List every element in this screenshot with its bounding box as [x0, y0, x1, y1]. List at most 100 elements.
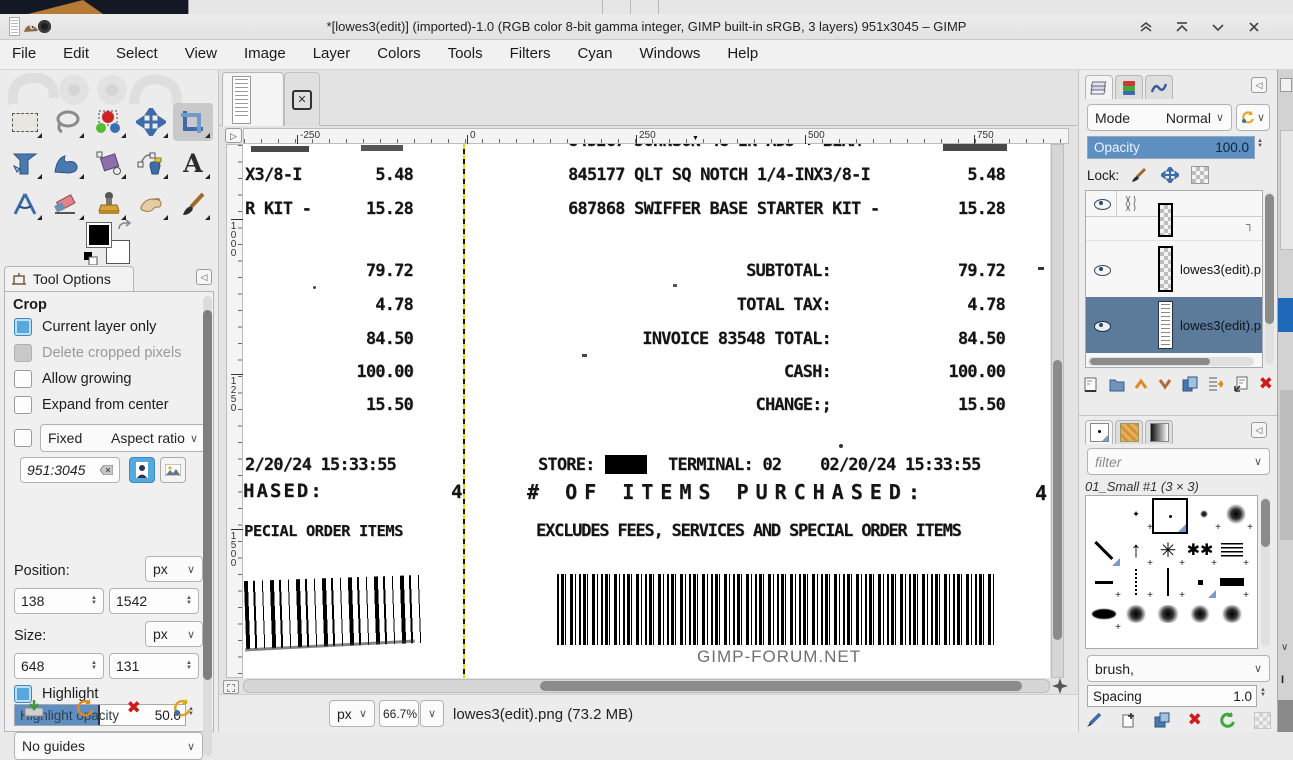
save-tool-preset-button[interactable] [24, 698, 44, 718]
anchor-layer-button[interactable] [1233, 376, 1249, 392]
lock-alpha-icon[interactable] [1191, 166, 1210, 184]
brushes-dock-collapse-button[interactable]: ◁ [1251, 422, 1267, 438]
brush-item[interactable] [1152, 598, 1184, 630]
vertical-ruler[interactable]: 1000 1250 1500 [226, 144, 244, 678]
shade-window-button[interactable] [1135, 17, 1157, 37]
canvas-vertical-scrollbar[interactable] [1051, 144, 1064, 678]
menu-view[interactable]: View [184, 45, 217, 62]
menu-windows[interactable]: Windows [639, 45, 701, 62]
select-by-color-tool-icon[interactable] [89, 103, 129, 141]
menu-tools[interactable]: Tools [447, 45, 483, 62]
default-colors-icon[interactable] [84, 252, 98, 265]
delete-tool-preset-button[interactable]: ✖ [126, 698, 141, 718]
move-tool-icon[interactable] [131, 103, 171, 141]
menu-cyan[interactable]: Cyan [577, 45, 613, 62]
horizontal-ruler[interactable]: -250 0 250 500 750 ▼ [243, 128, 1069, 145]
channels-tab[interactable] [1115, 75, 1143, 99]
lower-layer-button[interactable] [1158, 378, 1172, 390]
text-tool-icon[interactable]: A [173, 144, 213, 182]
layer-name[interactable]: lowes3(edit).p [1180, 262, 1261, 277]
brush-item[interactable] [1088, 498, 1120, 530]
menu-edit[interactable]: Edit [63, 45, 90, 62]
foreground-color-swatch[interactable] [86, 222, 112, 248]
paths-tool-icon[interactable] [131, 144, 171, 182]
statusbar-zoom-dropdown[interactable]: ∨ [420, 700, 444, 727]
size-height-input[interactable]: 131 ▲ ▼ [109, 653, 199, 679]
layer-opacity-spinner[interactable]: ▲ ▼ [1257, 138, 1263, 149]
guides-dropdown[interactable]: No guides ∨ [14, 732, 203, 760]
delete-brush-button[interactable]: ✖ [1187, 710, 1202, 730]
brush-item[interactable] [1220, 498, 1253, 533]
merge-layer-button[interactable] [1207, 376, 1224, 392]
fixed-mode-dropdown[interactable]: Fixed Aspect ratio ∨ [40, 424, 206, 452]
menu-file[interactable]: File [12, 45, 37, 62]
edit-brush-button[interactable] [1085, 712, 1103, 728]
brush-item[interactable] [1152, 566, 1185, 601]
clone-tool-icon[interactable] [89, 185, 129, 223]
new-brush-button[interactable] [1121, 712, 1137, 728]
crop-tool-icon[interactable] [173, 103, 213, 141]
landscape-orientation-button[interactable] [160, 457, 186, 483]
swap-colors-icon[interactable] [116, 219, 132, 233]
warp-transform-tool-icon[interactable] [47, 144, 87, 182]
position-x-input[interactable]: 138 ▲ ▼ [14, 588, 104, 614]
tool-options-collapse-button[interactable]: ◁ [196, 269, 212, 285]
expand-from-center-checkbox[interactable] [14, 396, 32, 414]
brush-item[interactable]: ↑ [1120, 534, 1153, 569]
layer-mode-dropdown[interactable]: Mode Normal ∨ [1087, 104, 1232, 131]
tool-options-tab[interactable]: Tool Options [4, 266, 134, 291]
layer-row-selected[interactable]: lowes3(edit).p [1086, 297, 1262, 353]
canvas-navigation-button[interactable] [1052, 678, 1068, 694]
layer-visibility-toggle[interactable] [1094, 265, 1111, 276]
highlight-checkbox[interactable] [14, 685, 32, 703]
menu-help[interactable]: Help [727, 45, 759, 62]
paintbrush-tool-icon[interactable] [173, 185, 213, 223]
maximize-window-button[interactable] [1171, 17, 1193, 37]
brush-item[interactable] [1088, 534, 1120, 566]
brush-item[interactable]: ✦ [1120, 498, 1153, 534]
handle-transform-tool-icon[interactable] [89, 144, 129, 182]
layers-dock-collapse-button[interactable]: ◁ [1251, 77, 1267, 93]
gradients-tab[interactable] [1145, 420, 1173, 444]
brush-item[interactable] [1188, 498, 1221, 533]
aspect-ratio-input[interactable]: 951:3045 [20, 457, 120, 483]
brush-tag-dropdown[interactable]: brush, ∨ [1087, 655, 1270, 682]
smudge-tool-icon[interactable] [131, 185, 171, 223]
menu-filters[interactable]: Filters [509, 45, 551, 62]
portrait-orientation-button[interactable] [129, 457, 155, 483]
layer-row-partial[interactable]: ┐ [1086, 203, 1262, 241]
new-layer-group-button[interactable] [1109, 376, 1125, 392]
raise-layer-button[interactable] [1134, 378, 1148, 390]
patterns-tab[interactable] [1115, 420, 1143, 444]
image-canvas[interactable]: 845267 JOHNSON 48 IN ADJ + BEAM X3/8-I 5… [243, 144, 1050, 678]
eraser-tool-icon[interactable] [47, 185, 87, 223]
size-width-input[interactable]: 648 ▲ ▼ [14, 653, 104, 679]
brush-item[interactable] [1184, 566, 1216, 598]
brush-item[interactable] [1216, 566, 1249, 601]
tool-options-scrollbar[interactable] [203, 296, 212, 756]
clear-input-icon[interactable] [100, 465, 113, 475]
brush-item[interactable] [1088, 598, 1121, 633]
canvas-menu-button[interactable]: ▷ [225, 128, 242, 143]
layers-tab[interactable] [1085, 75, 1113, 99]
brush-item[interactable] [1120, 566, 1153, 601]
refresh-brushes-button[interactable] [1219, 712, 1236, 728]
layer-visibility-toggle[interactable] [1094, 321, 1111, 332]
open-brush-as-image-button[interactable] [1253, 711, 1271, 729]
menu-image[interactable]: Image [243, 45, 286, 62]
layers-list-vscrollbar[interactable] [1265, 192, 1274, 364]
layers-list-hscrollbar[interactable] [1088, 357, 1254, 366]
canvas-horizontal-scrollbar[interactable] [243, 679, 1050, 693]
measure-tool-icon[interactable] [5, 185, 45, 223]
brush-item[interactable] [1216, 534, 1249, 569]
quick-mask-toggle[interactable] [223, 680, 239, 694]
brush-item[interactable]: ✳ [1152, 534, 1185, 570]
reset-tool-options-button[interactable] [172, 698, 192, 718]
brush-filter-input[interactable]: filter ∨ [1087, 448, 1270, 475]
allow-growing-checkbox[interactable] [14, 370, 32, 388]
lock-pixels-icon[interactable] [1131, 167, 1149, 183]
delete-cropped-pixels-checkbox[interactable] [14, 344, 32, 362]
layer-row[interactable]: lowes3(edit).p [1086, 241, 1262, 297]
window-titlebar[interactable]: *[lowes3(edit)] (imported)-1.0 (RGB colo… [0, 14, 1293, 40]
position-unit-dropdown[interactable]: px ∨ [145, 556, 203, 582]
